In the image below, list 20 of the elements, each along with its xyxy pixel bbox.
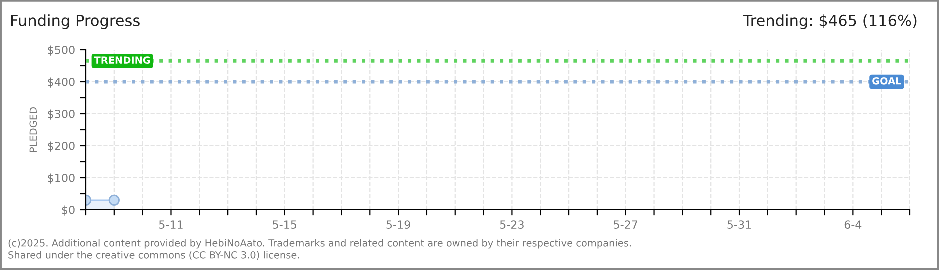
y-tick-label: $400	[48, 78, 75, 88]
ref-line-label: GOAL	[872, 77, 902, 85]
y-tick-label: $200	[48, 142, 75, 152]
y-axis-title: PLEDGED	[30, 108, 38, 152]
x-tick-label: 5-19	[386, 220, 410, 230]
y-tick-label: $300	[48, 110, 75, 120]
x-tick-label: 5-31	[728, 220, 752, 230]
text: Shared under the creative commons (CC BY-NC 3.0) license.	[8, 251, 300, 260]
x-tick-label: 6-4	[844, 220, 862, 230]
x-tick-label: 5-23	[500, 220, 524, 230]
x-tick-label: 5-15	[273, 220, 297, 230]
y-tick-label: $100	[48, 174, 75, 184]
text: (c)2025. Additional content provided by HebiNoAato. Trademarks and related content are owned by their respective companies.	[8, 239, 631, 249]
x-tick-label: 5-11	[159, 220, 183, 230]
ref-line-label: TRENDING	[94, 56, 150, 64]
x-tick-label: 5-27	[614, 220, 638, 230]
y-tick-label: $0	[62, 206, 75, 216]
chart-subtitle: Trending: $465 (116%)	[743, 14, 917, 30]
y-tick-label: $500	[48, 46, 75, 56]
chart-title: Funding Progress	[12, 14, 140, 30]
